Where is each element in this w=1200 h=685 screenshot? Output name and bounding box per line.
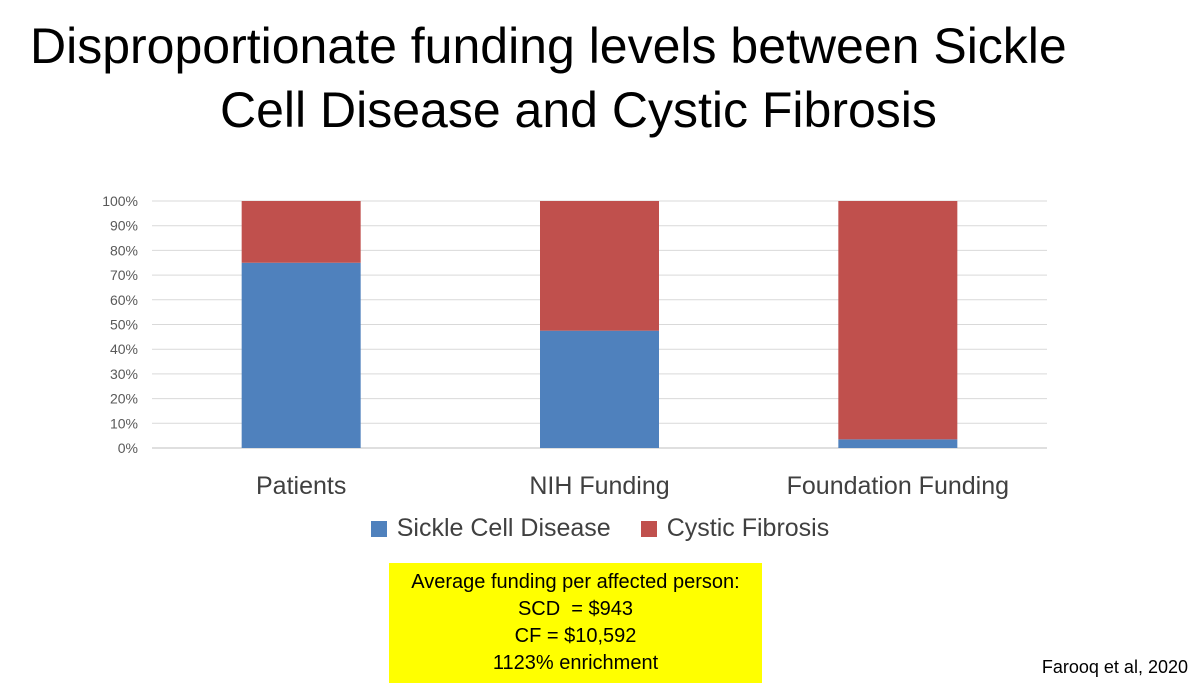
stacked-bar-chart: 0% 10% 20% 30% 40% 50% 60% 70% 80% 90% 100% Patient… [102,193,1047,500]
note-line-heading: Average funding per affected person: [411,571,740,593]
citation: Farooq et al, 2020 [1041,657,1188,677]
funding-note-box: Average funding per affected person: SCD… [389,563,762,683]
note-line-cf: CF = $10,592 [514,625,637,647]
legend-label-sickle-cell: Sickle Cell Disease [396,514,611,542]
bar-segment-cystic-fibrosis [540,201,659,331]
x-category-label: Foundation Funding [787,472,1009,500]
legend-swatch-sickle-cell [370,520,387,537]
legend-label-cystic-fibrosis: Cystic Fibrosis [666,514,830,542]
title-line-2: Cell Disease and Cystic Fibrosis [220,82,937,138]
x-category-label: NIH Funding [529,472,669,500]
note-line-enrichment: 1123% enrichment [492,652,659,674]
title-line-1: Disproportionate funding levels between … [30,18,1067,74]
legend-swatch-cystic-fibrosis [640,520,657,537]
y-tick-label: 0% [118,440,138,456]
bar-segment-sickle-cell [838,439,958,448]
note-line-scd: SCD = $943 [517,598,634,620]
legend-item-cystic-fibrosis: Cystic Fibrosis [640,514,830,543]
y-tick-label: 80% [110,242,138,258]
chart-legend: Sickle Cell Disease Cystic Fibrosis [0,514,1200,543]
y-tick-label: 40% [110,341,138,357]
y-tick-label: 70% [110,267,138,283]
legend-item-sickle-cell: Sickle Cell Disease [370,514,611,543]
x-category-label: Patients [256,472,346,500]
bar-segment-sickle-cell [540,330,659,448]
y-tick-label: 100% [102,193,138,209]
y-tick-label: 20% [110,391,138,407]
bar-segment-cystic-fibrosis [241,201,361,263]
bar-segment-sickle-cell [241,262,361,448]
y-tick-label: 10% [110,415,138,431]
slide-title: Disproportionate funding levels between … [0,14,1160,142]
bar-segment-cystic-fibrosis [838,201,958,440]
y-tick-label: 90% [110,218,138,234]
y-tick-label: 50% [110,317,138,333]
y-tick-label: 60% [110,292,138,308]
y-tick-label: 30% [110,366,138,382]
